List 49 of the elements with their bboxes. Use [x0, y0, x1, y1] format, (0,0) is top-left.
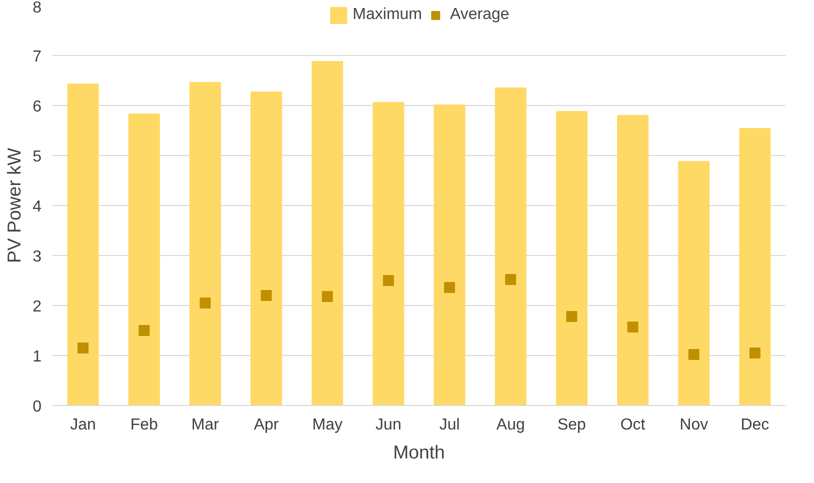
- x-tick-label: Feb: [130, 416, 158, 434]
- point: [200, 298, 211, 308]
- bar: [128, 114, 160, 406]
- y-tick-label: 5: [32, 148, 42, 166]
- point: [78, 342, 89, 354]
- x-tick-label: Mar: [191, 416, 220, 434]
- x-axis-title: Month: [393, 442, 445, 462]
- bar: [617, 115, 649, 406]
- x-tick-label: Aug: [496, 416, 525, 434]
- y-tick-label: 4: [32, 198, 42, 216]
- y-axis-title: PV Power kW: [4, 148, 25, 264]
- x-tick-label: Dec: [740, 416, 770, 434]
- y-tick-label: 1: [32, 348, 42, 366]
- point: [505, 274, 516, 285]
- point: [260, 290, 272, 301]
- y-tick-label: 2: [32, 298, 42, 316]
- point: [749, 348, 760, 358]
- x-tick-label: Oct: [620, 416, 646, 434]
- x-tick-label: Jul: [439, 416, 460, 434]
- point: [382, 275, 394, 286]
- x-tick-label: Jun: [376, 416, 402, 434]
- legend-label: Average: [450, 6, 510, 24]
- y-tick-label: 0: [32, 398, 42, 416]
- x-tick-label: Nov: [680, 416, 708, 434]
- point: [688, 349, 700, 360]
- y-tick-label: 7: [32, 48, 42, 66]
- bar: [250, 92, 282, 406]
- point: [627, 322, 638, 332]
- y-tick-label: 8: [32, 0, 42, 16]
- point: [566, 311, 578, 322]
- y-tick-label: 3: [32, 248, 42, 266]
- x-tick-label: May: [312, 416, 342, 434]
- bar: [67, 84, 99, 406]
- x-tick-label: Sep: [557, 416, 586, 434]
- x-tick-label: Jan: [70, 416, 96, 434]
- bar: [556, 111, 588, 406]
- point: [138, 325, 150, 336]
- bar: [739, 128, 771, 406]
- bar: [494, 88, 526, 406]
- x-tick-label: Apr: [254, 416, 280, 434]
- bar: [678, 161, 710, 406]
- bar: [372, 102, 404, 406]
- point: [322, 291, 333, 302]
- legend-label: Maximum: [352, 6, 422, 24]
- y-tick-label: 6: [32, 98, 42, 116]
- bar: [434, 104, 466, 406]
- bar: [312, 61, 344, 406]
- bar: [189, 82, 221, 406]
- point: [444, 282, 456, 293]
